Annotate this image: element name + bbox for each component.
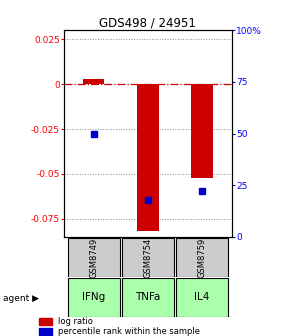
Bar bbox=[137, 84, 159, 232]
Text: IFNg: IFNg bbox=[82, 292, 105, 302]
Text: IL4: IL4 bbox=[195, 292, 210, 302]
Bar bbox=[68, 238, 120, 277]
Bar bbox=[39, 318, 52, 326]
Bar bbox=[191, 84, 213, 178]
Text: GSM8759: GSM8759 bbox=[198, 237, 207, 278]
Text: GSM8754: GSM8754 bbox=[143, 237, 153, 278]
Text: TNFa: TNFa bbox=[135, 292, 161, 302]
Text: agent ▶: agent ▶ bbox=[3, 294, 39, 302]
Bar bbox=[122, 238, 174, 277]
Text: percentile rank within the sample: percentile rank within the sample bbox=[58, 327, 200, 336]
Bar bbox=[39, 328, 52, 335]
Bar bbox=[68, 278, 120, 317]
Title: GDS498 / 24951: GDS498 / 24951 bbox=[99, 16, 196, 29]
Text: log ratio: log ratio bbox=[58, 317, 93, 326]
Bar bbox=[83, 79, 104, 84]
Bar bbox=[176, 238, 228, 277]
Bar bbox=[122, 278, 174, 317]
Bar bbox=[176, 278, 228, 317]
Text: GSM8749: GSM8749 bbox=[89, 237, 98, 278]
